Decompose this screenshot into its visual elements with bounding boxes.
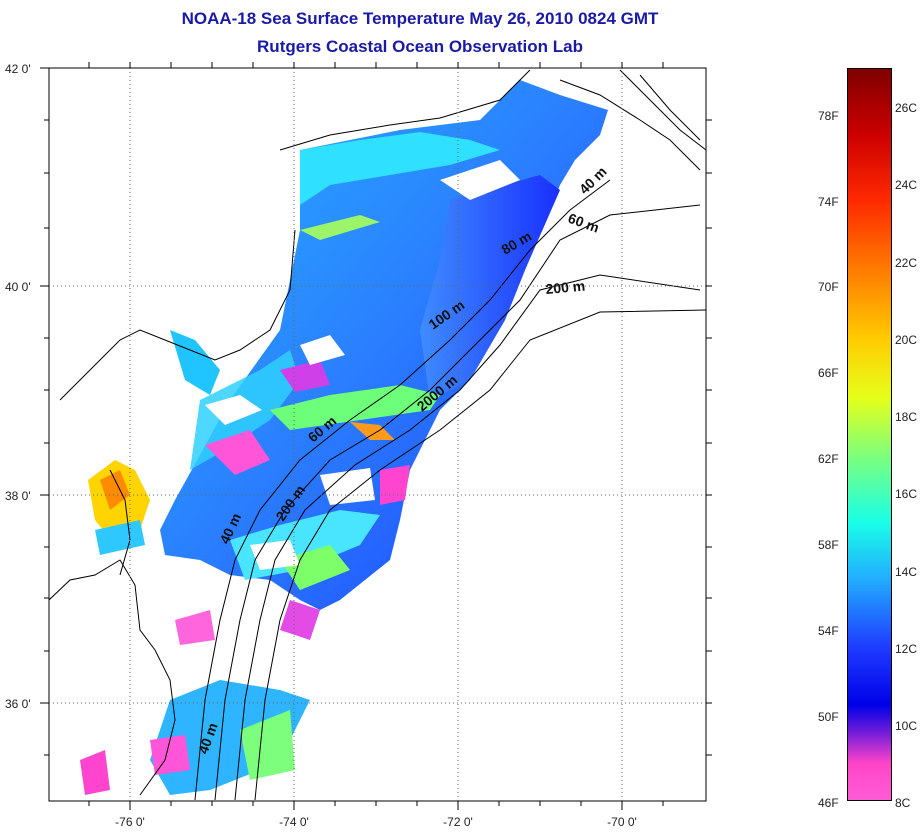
lon-label: -76 0' xyxy=(115,815,145,829)
delaware-bay xyxy=(170,330,220,395)
sst-south-cold xyxy=(150,735,190,775)
lat-label: 42 0' xyxy=(5,62,31,76)
bathymetry-contour xyxy=(619,69,706,151)
sst-cold-patch xyxy=(280,360,330,392)
cloud-gap xyxy=(300,335,345,365)
sst-south-warm xyxy=(240,710,295,780)
sst-warm-streak xyxy=(280,545,350,590)
bathymetry-contour xyxy=(234,274,701,801)
sst-south-cold xyxy=(80,750,110,795)
axis-ticks xyxy=(40,62,712,810)
colorbar xyxy=(847,68,892,801)
coastline xyxy=(279,69,531,151)
colorbar-c-label: 10C xyxy=(895,719,918,733)
colorbar-f-label: 46F xyxy=(818,796,839,810)
map-subtitle: Rutgers Coastal Ocean Observation Lab xyxy=(257,37,583,56)
cloud-gap xyxy=(205,395,262,425)
coastline xyxy=(559,79,701,171)
data-layer xyxy=(49,69,706,801)
bathymetry-contour xyxy=(194,179,611,801)
sst-cold-patch xyxy=(205,430,270,475)
lon-label: -74 0' xyxy=(279,815,309,829)
bathymetry-contour xyxy=(254,309,706,801)
colorbar-f-label: 54F xyxy=(818,624,839,638)
lat-label: 38 0' xyxy=(5,489,31,503)
contour-label: 60 m xyxy=(566,210,601,236)
lon-label: -70 0' xyxy=(607,815,637,829)
coastline xyxy=(109,469,131,576)
lat-label: 36 0' xyxy=(5,697,31,711)
chesapeake-warm xyxy=(95,520,145,555)
cloud-gap xyxy=(320,468,375,505)
coastline xyxy=(59,229,296,401)
colorbar-f-label: 62F xyxy=(818,452,839,466)
colorbar-c-label: 18C xyxy=(895,410,918,424)
colorbar-f-label: 66F xyxy=(818,366,839,380)
colorbar-c-label: 16C xyxy=(895,487,918,501)
chesapeake-warm xyxy=(100,470,130,510)
sst-offshore xyxy=(420,175,560,400)
colorbar-c-label: 8C xyxy=(895,796,911,810)
cloud-gap xyxy=(440,160,520,200)
bathymetry-contour xyxy=(214,204,701,801)
sst-warm-streak xyxy=(270,385,440,430)
colorbar-f-label: 58F xyxy=(818,538,839,552)
sst-cold-patch xyxy=(280,600,320,640)
colorbar-f-label: 74F xyxy=(818,195,839,209)
bathymetry-contour xyxy=(639,74,701,141)
sst-warm-streak xyxy=(350,422,395,440)
colorbar-f-label: 70F xyxy=(818,280,839,294)
sst-cold-patch xyxy=(380,465,410,505)
colorbar-c-label: 14C xyxy=(895,565,918,579)
colorbar-c-label: 20C xyxy=(895,333,918,347)
colorbar-f-label: 50F xyxy=(818,710,839,724)
graticule xyxy=(49,68,706,801)
colorbar-f-label: 78F xyxy=(818,109,839,123)
lat-label: 40 0' xyxy=(5,280,31,294)
sst-south xyxy=(150,680,310,795)
contour-label: 200 m xyxy=(545,278,586,297)
coastline xyxy=(49,559,176,796)
sst-nearshore xyxy=(300,132,500,205)
colorbar-c-label: 12C xyxy=(895,642,918,656)
lon-label: -72 0' xyxy=(443,815,473,829)
colorbar-c-label: 24C xyxy=(895,178,918,192)
sst-warm-streak xyxy=(300,215,380,240)
sst-south-cold xyxy=(175,610,215,645)
colorbar-c-label: 22C xyxy=(895,256,918,270)
colorbar-c-label: 26C xyxy=(895,101,918,115)
contour-label: 40 m xyxy=(576,163,610,197)
plot-frame xyxy=(48,67,707,802)
map-title: NOAA-18 Sea Surface Temperature May 26, … xyxy=(181,9,659,28)
